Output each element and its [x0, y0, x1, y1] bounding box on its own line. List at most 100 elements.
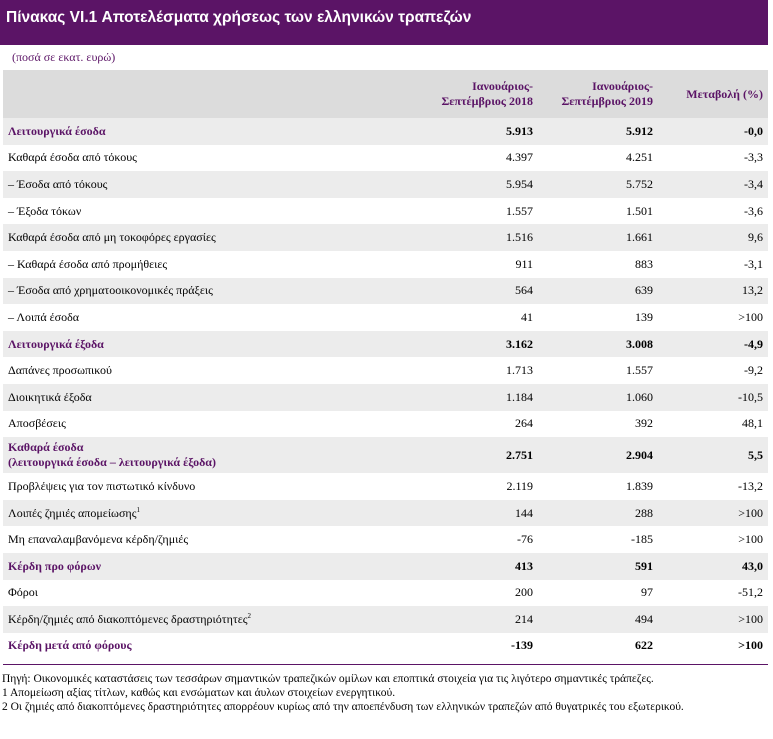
- table-row: Κέρδη προ φόρων 413 591 43,0: [3, 552, 768, 580]
- value-2019: 494: [538, 606, 658, 633]
- row-label-text: Προβλέψεις για τον πιστωτικό κίνδυνο: [8, 478, 196, 493]
- value-2019: 1.839: [626, 478, 653, 493]
- header-2019-line1: Ιανουάριος-: [592, 79, 653, 93]
- value-change: -9,2: [744, 363, 763, 378]
- value-2018: 1.516: [416, 224, 538, 251]
- value-change: 48,1: [742, 416, 763, 431]
- row-label-text: Λειτουργικά έξοδα: [8, 336, 104, 351]
- row-label-text: Δαπάνες προσωπικού: [8, 363, 112, 378]
- footnote-2: 2 Οι ζημιές από διακοπτόμενες δραστηριότ…: [2, 701, 684, 713]
- row-label: Λειτουργικά έσοδα: [3, 118, 416, 145]
- value-change: -13,2: [738, 478, 763, 493]
- value-2018: 5.913: [416, 118, 538, 145]
- row-label-text: Φόροι: [8, 585, 38, 600]
- table-row: Διοικητικά έξοδα 1.184 1.060 -10,5: [3, 383, 768, 411]
- footnote-marker: 2: [247, 611, 251, 620]
- header-change: Μεταβολή (%): [658, 70, 768, 118]
- value-change: -3,6: [744, 203, 763, 218]
- table-row: – Λοιπά έσοδα 41 139 >100: [3, 304, 768, 331]
- row-label: – Καθαρά έσοδα από προμήθειες: [3, 251, 416, 278]
- row-label: Προβλέψεις για τον πιστωτικό κίνδυνο: [3, 473, 416, 500]
- value-change: -51,2: [738, 585, 763, 600]
- value-2018: 214: [416, 606, 538, 633]
- row-label: Κέρδη μετά από φόρους: [3, 633, 416, 660]
- value-2019: 97: [641, 585, 653, 600]
- value-2019: 1.060: [538, 383, 658, 411]
- row-label: Μη επαναλαμβανόμενα κέρδη/ζημιές: [3, 526, 416, 553]
- header-2019-line2: Σεπτέμβριος 2019: [561, 94, 653, 108]
- value-change: >100: [658, 606, 768, 633]
- value-2018: 564: [416, 277, 538, 305]
- row-label-text: Καθαρά έσοδα από μη τοκοφόρες εργασίες: [8, 230, 216, 245]
- row-label-text: – Έσοδα από χρηματοοικονομικές πράξεις: [8, 283, 213, 298]
- value-2019: 139: [635, 309, 653, 324]
- row-label: – Λοιπά έσοδα: [3, 304, 416, 331]
- row-label: Καθαρά έσοδα (λειτουργικά έσοδα – λειτουρ…: [3, 437, 416, 474]
- value-change: >100: [658, 499, 768, 527]
- value-2018: 413: [416, 552, 538, 580]
- table-row: – Καθαρά έσοδα από προμήθειες 911 883 -3,1: [3, 251, 768, 278]
- row-label-text: Κέρδη προ φόρων: [8, 558, 101, 573]
- source-note: Πηγή: Οικονομικές καταστάσεις των τεσσάρ…: [2, 673, 654, 685]
- value-change: 43,0: [658, 552, 768, 580]
- header-2018-line2: Σεπτέμβριος 2018: [441, 94, 533, 108]
- table-row: Δαπάνες προσωπικού 1.713 1.557 -9,2: [3, 357, 768, 384]
- value-2019: 639: [538, 277, 658, 305]
- value-2018: 264: [515, 416, 533, 431]
- value-change: -0,0: [658, 118, 768, 145]
- value-2018: 1.713: [506, 363, 533, 378]
- value-2019: 4.251: [626, 150, 653, 165]
- table-title: Πίνακας VI.1 Αποτελέσματα χρήσεως των ελ…: [0, 0, 768, 45]
- row-label-text: Καθαρά έσοδα: [8, 440, 84, 455]
- results-table: Ιανουάριος- Σεπτέμβριος 2018 Ιανουάριος-…: [3, 70, 768, 659]
- value-2019: 288: [538, 499, 658, 527]
- table-row: Καθαρά έσοδα (λειτουργικά έσοδα – λειτουρ…: [3, 437, 768, 474]
- value-2019: 591: [538, 552, 658, 580]
- table-row: Λοιπές ζημιές απομείωσης1 144 288 >100: [3, 499, 768, 527]
- table-row: Λειτουργικά έξοδα 3.162 3.008 -4,9: [3, 330, 768, 358]
- header-2018: Ιανουάριος- Σεπτέμβριος 2018: [416, 70, 538, 118]
- table-row: Μη επαναλαμβανόμενα κέρδη/ζημιές -76 -185 >…: [3, 526, 768, 553]
- value-2018: 2.751: [416, 437, 538, 474]
- row-label: Κέρδη/ζημιές από διακοπτόμενες δραστηριό…: [3, 606, 416, 633]
- row-label: – Έσοδα από τόκους: [3, 171, 416, 198]
- bottom-rule: [3, 664, 768, 665]
- value-2019: -185: [631, 532, 653, 547]
- table-row: Φόροι 200 97 -51,2: [3, 580, 768, 607]
- value-2018: 911: [515, 256, 533, 271]
- header-2019: Ιανουάριος- Σεπτέμβριος 2019: [538, 70, 658, 118]
- header-row: Ιανουάριος- Σεπτέμβριος 2018 Ιανουάριος-…: [3, 70, 768, 118]
- row-label-text: – Έσοδα από τόκους: [8, 176, 108, 191]
- table-row: Καθαρά έσοδα από τόκους 4.397 4.251 -3,3: [3, 145, 768, 172]
- value-2018: 1.184: [416, 383, 538, 411]
- value-2019: 5.912: [538, 118, 658, 145]
- row-label: Φόροι: [3, 580, 416, 607]
- value-change: -3,3: [744, 150, 763, 165]
- row-label-text: Αποσβέσεις: [8, 416, 66, 431]
- value-change: -4,9: [658, 330, 768, 358]
- value-2019: 883: [635, 256, 653, 271]
- value-2018: 2.119: [506, 478, 533, 493]
- value-2019: 1.557: [626, 363, 653, 378]
- value-2019: 392: [635, 416, 653, 431]
- value-2018: 4.397: [506, 150, 533, 165]
- value-change: 5,5: [658, 437, 768, 474]
- row-label-text: Κέρδη/ζημιές από διακοπτόμενες δραστηριό…: [8, 611, 248, 626]
- row-label-subtext: (λειτουργικά έσοδα – λειτουργικά έξοδα): [8, 455, 217, 470]
- row-label-text: – Λοιπά έσοδα: [8, 309, 80, 324]
- value-2019: 1.661: [538, 224, 658, 251]
- table-row: – Έσοδα από χρηματοοικονομικές πράξεις 56…: [3, 277, 768, 305]
- header-label: [3, 70, 416, 118]
- table-row: Καθαρά έσοδα από μη τοκοφόρες εργασίες 1.…: [3, 224, 768, 251]
- table-row: Προβλέψεις για τον πιστωτικό κίνδυνο 2.11…: [3, 473, 768, 500]
- row-label-text: – Έξοδα τόκων: [8, 203, 82, 218]
- value-change: >100: [738, 309, 763, 324]
- row-label: Καθαρά έσοδα από τόκους: [3, 145, 416, 172]
- table-row: Κέρδη/ζημιές από διακοπτόμενες δραστηριό…: [3, 606, 768, 633]
- value-2019: 1.501: [626, 203, 653, 218]
- value-2018: 200: [515, 585, 533, 600]
- table-row: – Έξοδα τόκων 1.557 1.501 -3,6: [3, 198, 768, 225]
- footnote-marker: 1: [136, 505, 140, 514]
- header-2018-line1: Ιανουάριος-: [472, 79, 533, 93]
- value-2018: 144: [416, 499, 538, 527]
